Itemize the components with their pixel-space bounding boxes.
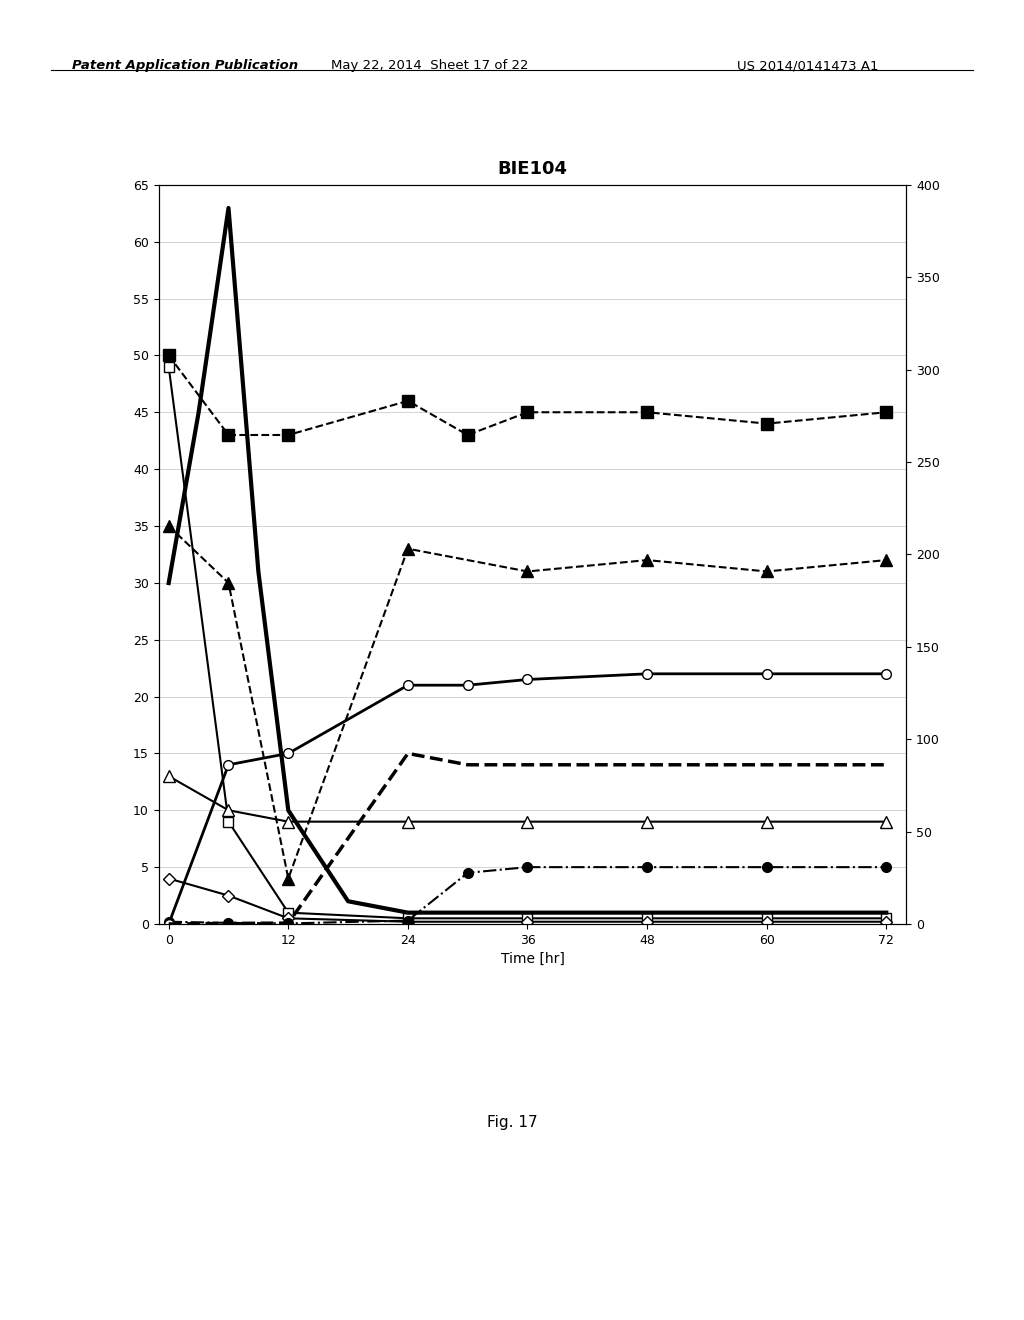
Text: Fig. 17: Fig. 17	[486, 1115, 538, 1130]
Text: US 2014/0141473 A1: US 2014/0141473 A1	[737, 59, 879, 73]
X-axis label: Time [hr]: Time [hr]	[501, 952, 564, 966]
Text: May 22, 2014  Sheet 17 of 22: May 22, 2014 Sheet 17 of 22	[332, 59, 528, 73]
Text: Patent Application Publication: Patent Application Publication	[72, 59, 298, 73]
Title: BIE104: BIE104	[498, 160, 567, 178]
